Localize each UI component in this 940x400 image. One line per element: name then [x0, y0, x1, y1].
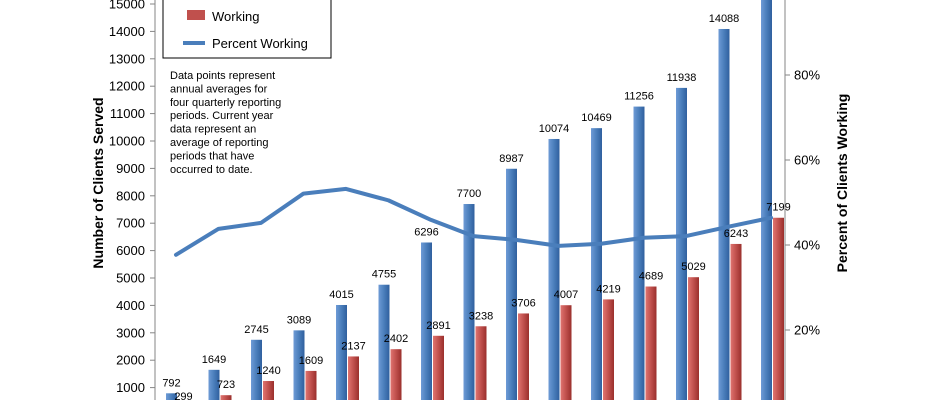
- bar-clients-served-label: 4015: [329, 289, 353, 301]
- bar-working-label: 1240: [256, 365, 280, 377]
- bar-clients-served-label: 792: [162, 377, 180, 389]
- bar-clients-served-label: 7700: [457, 188, 481, 200]
- bar-working: [433, 335, 444, 400]
- bar-working: [560, 305, 572, 400]
- bar-working: [603, 299, 614, 400]
- y-tick-label: 5000: [116, 271, 145, 286]
- bar-clients-served: [506, 168, 517, 400]
- bar-working: [518, 313, 529, 400]
- annotation-line: periods that have: [170, 150, 254, 162]
- bar-clients-served-label: 1649: [202, 354, 226, 366]
- bar-clients-served: [251, 339, 262, 400]
- y-tick-label: 6000: [116, 243, 145, 258]
- bar-working-label: 4689: [639, 271, 663, 283]
- bar-working-label: 7199: [766, 202, 790, 214]
- annotation-line: four quarterly reporting: [170, 97, 281, 109]
- bar-clients-served-label: 6296: [414, 226, 438, 238]
- bar-working-label: 1609: [299, 355, 323, 367]
- bar-working-label: 4007: [554, 289, 578, 301]
- y-axis-title: Number of Clients Served: [90, 97, 106, 268]
- bar-working: [220, 395, 232, 400]
- bar-working: [263, 381, 274, 400]
- bar-working-label: 723: [217, 379, 235, 391]
- bar-clients-served: [633, 106, 645, 400]
- annotation-line: periods. Current year: [170, 110, 274, 122]
- legend-label-percent: Percent Working: [212, 36, 308, 51]
- y-tick-label: 9000: [116, 161, 145, 176]
- annotation-line: data represent an: [170, 124, 256, 136]
- y-tick-label: 14000: [109, 24, 145, 39]
- bar-working-label: 5029: [681, 261, 705, 273]
- annotation-line: annual averages for: [170, 83, 268, 95]
- bar-working: [475, 326, 487, 400]
- annotation-line: Data points represent: [170, 70, 275, 82]
- bar-working-label: 6243: [724, 228, 748, 240]
- y-tick-label: 15000: [109, 0, 145, 12]
- y-tick-label: 4000: [116, 298, 145, 313]
- annotation-line: average of reporting: [170, 137, 268, 149]
- legend-box: [162, 0, 332, 59]
- bar-working-label: 2137: [341, 340, 365, 352]
- bars-layer: 792 299 1649 723 2745 1240 3089 1609 4015 2137 475…: [162, 0, 791, 400]
- y2-tick-label: 20%: [794, 323, 820, 338]
- bar-working-label: 2891: [426, 320, 450, 332]
- y2-tick-label: 60%: [794, 153, 820, 168]
- bar-working: [305, 370, 317, 400]
- bar-working: [348, 356, 359, 400]
- bar-working-label: 2402: [384, 333, 408, 345]
- bar-clients-served-label: 10469: [581, 112, 612, 124]
- y-tick-label: 2000: [116, 353, 145, 368]
- bar-clients-served-label: 10074: [539, 123, 570, 135]
- y2-tick-label: 40%: [794, 238, 820, 253]
- bar-working-label: 4219: [596, 283, 620, 295]
- bar-working-label: 3238: [469, 310, 493, 322]
- bar-clients-served-label: 4755: [372, 269, 396, 281]
- bar-clients-served: [548, 138, 560, 400]
- bar-clients-served-label: 11256: [624, 91, 654, 103]
- bar-clients-served: [166, 393, 177, 400]
- bar-clients-served: [761, 0, 772, 400]
- bar-clients-served: [421, 242, 432, 400]
- y-tick-label: 8000: [116, 188, 145, 203]
- bar-working-label: 3706: [511, 297, 535, 309]
- bar-working-label: 299: [174, 391, 192, 400]
- legend-swatch-working: [187, 10, 205, 20]
- right-axis: 20% 40% 60% 80%: [784, 0, 820, 400]
- bar-clients-served-label: 11938: [667, 72, 697, 84]
- bar-clients-served: [208, 369, 220, 400]
- y-tick-label: 3000: [116, 325, 145, 340]
- bar-clients-served-label: 8987: [499, 153, 523, 165]
- bar-clients-served: [336, 304, 347, 400]
- bar-working: [730, 243, 742, 400]
- y-tick-label: 10000: [109, 134, 145, 149]
- bar-clients-served: [676, 87, 687, 400]
- y2-axis-title: Percent of Clients Working: [834, 94, 850, 273]
- legend-label-working: Working: [212, 9, 259, 24]
- bar-clients-served-label: 2745: [244, 324, 268, 336]
- bar-working: [645, 286, 657, 400]
- y-tick-label: 12000: [109, 79, 145, 94]
- percent-working-line: [174, 186, 773, 257]
- bar-working: [688, 277, 699, 400]
- bar-clients-served: [463, 204, 475, 400]
- bar-clients-served-label: 3089: [287, 314, 311, 326]
- y-tick-label: 7000: [116, 216, 145, 231]
- legend: Working Percent Working: [162, 0, 332, 59]
- y-tick-label: 1000: [116, 380, 145, 395]
- bar-clients-served: [293, 330, 305, 400]
- bar-clients-served-label: 14088: [709, 13, 740, 25]
- bar-clients-served: [591, 128, 602, 400]
- y2-tick-label: 80%: [794, 68, 820, 83]
- y-tick-label: 13000: [109, 51, 145, 66]
- annotation-line: occurred to date.: [170, 164, 253, 176]
- left-axis: 1000 2000 3000 4000 5000 6000 7000 8000 9000 1000…: [109, 0, 156, 400]
- bar-working: [390, 349, 402, 400]
- y-tick-label: 11000: [110, 106, 145, 121]
- bar-working: [773, 217, 784, 400]
- bar-clients-served: [718, 28, 730, 400]
- bar-clients-served: [378, 284, 390, 400]
- percent-line-layer: [174, 186, 773, 257]
